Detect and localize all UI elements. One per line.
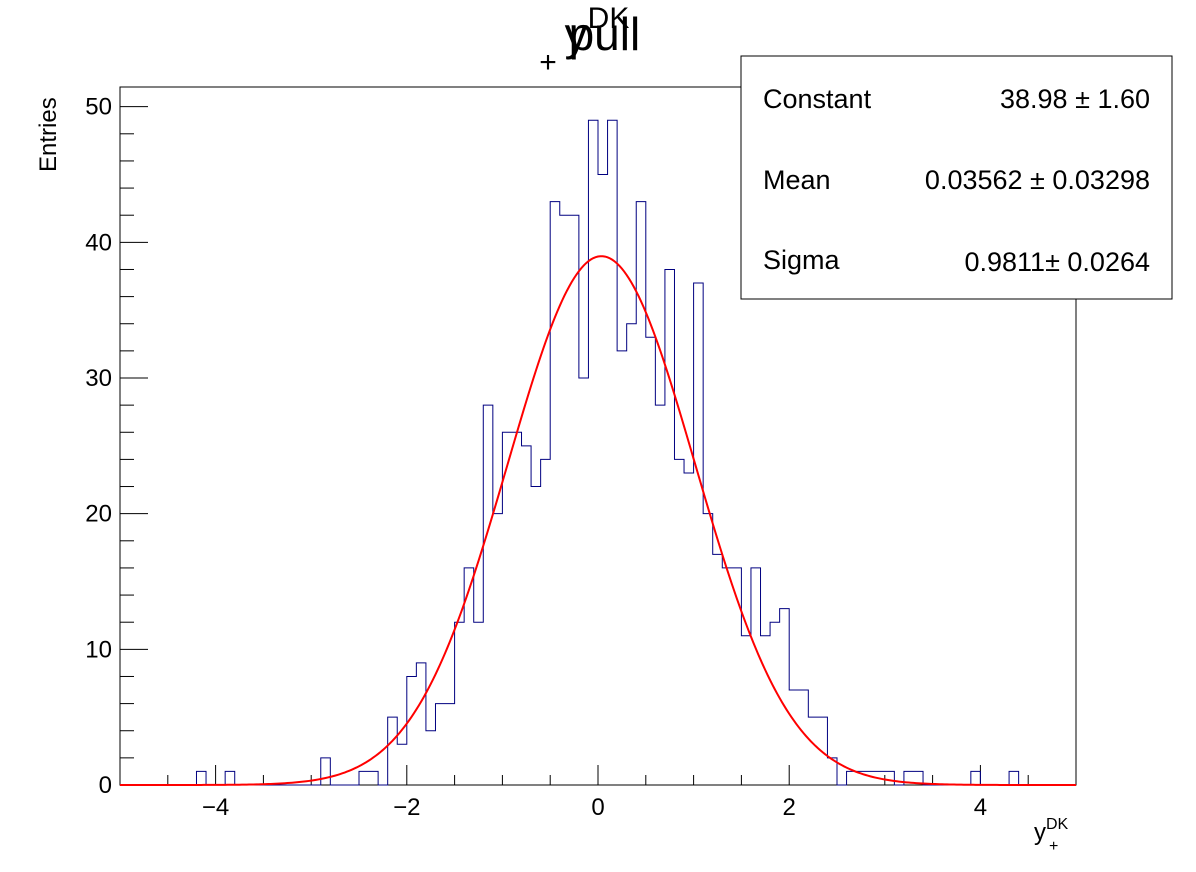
chart-title-rest: pull — [556, 8, 640, 60]
histogram-bin — [474, 622, 484, 785]
histogram-bin — [1009, 771, 1019, 785]
y-tick-label: 50 — [85, 94, 112, 121]
stat-mean-name: Mean — [763, 165, 831, 195]
x-axis-tick-labels: −4 −2 0 2 4 — [202, 794, 987, 821]
histogram-bin — [397, 744, 407, 785]
y-tick-label: 30 — [85, 365, 112, 392]
histogram-bin — [435, 704, 445, 785]
stat-sigma-value: 0.9811± 0.0264 — [964, 247, 1150, 277]
fit-stats-frame — [740, 55, 1173, 300]
histogram-bin — [579, 378, 589, 785]
stat-sigma-name: Sigma — [763, 245, 841, 275]
histogram-bin — [722, 568, 732, 785]
histogram-bin — [713, 554, 723, 785]
histogram-bin — [369, 771, 379, 785]
histogram-bin — [445, 704, 455, 785]
histogram-bin — [569, 215, 579, 785]
histogram-bin — [225, 771, 235, 785]
chart-title-sub: + — [539, 46, 557, 79]
y-tick-label: 20 — [85, 501, 112, 528]
histogram-bin — [761, 636, 771, 785]
histogram-bin — [741, 636, 751, 785]
histogram-bin — [522, 446, 532, 785]
x-axis-label: yDK + — [1034, 816, 1069, 855]
y-tick-label: 10 — [85, 636, 112, 663]
chart-title-base: y — [565, 8, 588, 60]
histogram-bin — [694, 283, 704, 785]
histogram-bin — [627, 324, 637, 785]
histogram-bin — [359, 771, 369, 785]
y-axis-tick-labels: 0 10 20 30 40 50 — [85, 94, 112, 799]
histogram-bin — [751, 568, 761, 785]
histogram-bin — [703, 514, 713, 785]
histogram-bin — [789, 690, 799, 785]
histogram-bin — [770, 622, 780, 785]
histogram-bin — [502, 432, 512, 785]
histogram-bin — [674, 459, 684, 785]
stat-constant-name: Constant — [763, 84, 872, 114]
histogram-bin — [541, 459, 551, 785]
x-axis-label-base: y — [1034, 819, 1046, 846]
stat-constant-value: 38.98 ± 1.60 — [1000, 84, 1150, 114]
histogram-bin — [780, 609, 790, 785]
histogram-bin — [847, 771, 857, 785]
fit-stats-box: Constant 38.98 ± 1.60 Mean 0.03562 ± 0.0… — [740, 55, 1173, 300]
gaussian-fit-curve — [120, 255, 1076, 786]
histogram-bin — [608, 120, 618, 785]
histogram-bin — [655, 405, 665, 785]
x-tick-label: 0 — [591, 794, 604, 821]
histogram-bin — [808, 717, 818, 785]
histogram-bin — [416, 663, 426, 785]
histogram-bin — [684, 473, 694, 785]
y-tick-label: 40 — [85, 229, 112, 256]
y-axis-ticks — [120, 106, 148, 786]
histogram-bin — [665, 269, 675, 785]
x-tick-label: −2 — [393, 794, 420, 821]
histogram-bin — [388, 717, 398, 785]
histogram-bin — [971, 771, 981, 785]
histogram-bin — [321, 758, 331, 785]
histogram-bin — [617, 351, 627, 785]
histogram-bin — [455, 622, 465, 785]
chart-title-sup: DK — [588, 2, 630, 35]
histogram-bin — [426, 731, 436, 785]
histogram-bin — [531, 487, 541, 785]
histogram-bin — [588, 120, 598, 785]
histogram-bin — [885, 771, 895, 785]
x-tick-label: 2 — [783, 794, 796, 821]
y-axis-label: Entries — [35, 97, 62, 172]
histogram-bin — [512, 432, 522, 785]
histogram-bin — [598, 175, 608, 785]
x-tick-label: −4 — [202, 794, 229, 821]
histogram-bin — [196, 771, 206, 785]
histogram-bin — [550, 202, 560, 785]
histogram-bin — [407, 676, 417, 785]
histogram-series — [120, 119, 1076, 786]
histogram-bin — [483, 405, 493, 785]
histogram-bin — [646, 337, 656, 785]
y-tick-label: 0 — [99, 772, 112, 799]
chart-title: yDK + pull — [539, 2, 640, 79]
x-axis-label-sup: DK — [1046, 816, 1069, 833]
x-axis-ticks — [119, 765, 1077, 785]
x-axis-label-sub: + — [1049, 838, 1058, 855]
stat-mean-value: 0.03562 ± 0.03298 — [925, 165, 1150, 195]
histogram-bin — [636, 202, 646, 785]
x-tick-label: 4 — [974, 794, 987, 821]
histogram-bin — [493, 514, 503, 785]
